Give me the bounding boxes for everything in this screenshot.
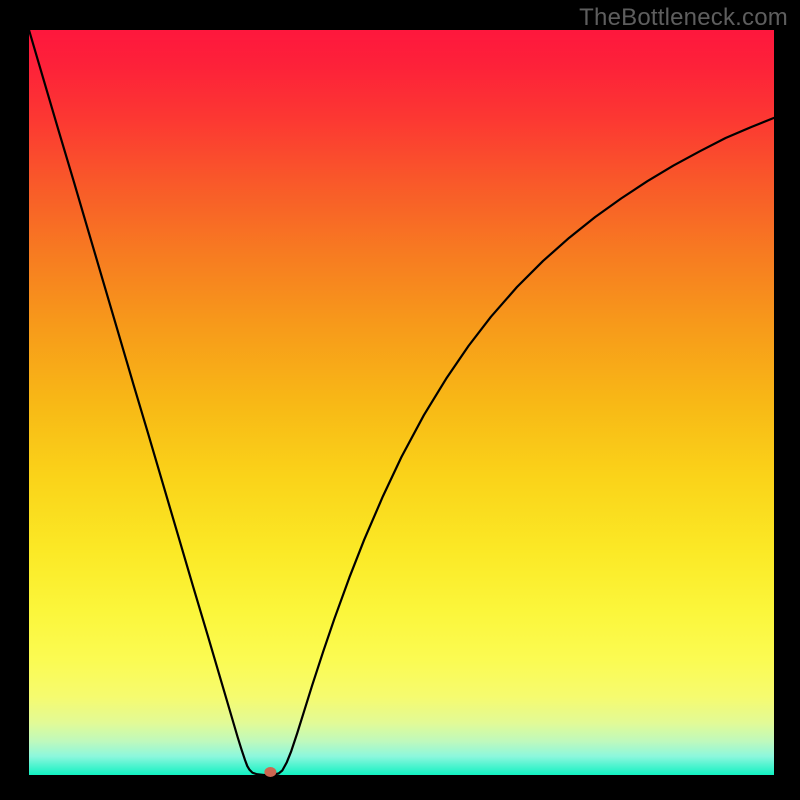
plot-gradient-background bbox=[29, 30, 774, 775]
chart-canvas: TheBottleneck.com bbox=[0, 0, 800, 800]
watermark-text: TheBottleneck.com bbox=[579, 4, 788, 32]
chart-svg bbox=[0, 0, 800, 800]
minimum-marker bbox=[264, 767, 276, 777]
